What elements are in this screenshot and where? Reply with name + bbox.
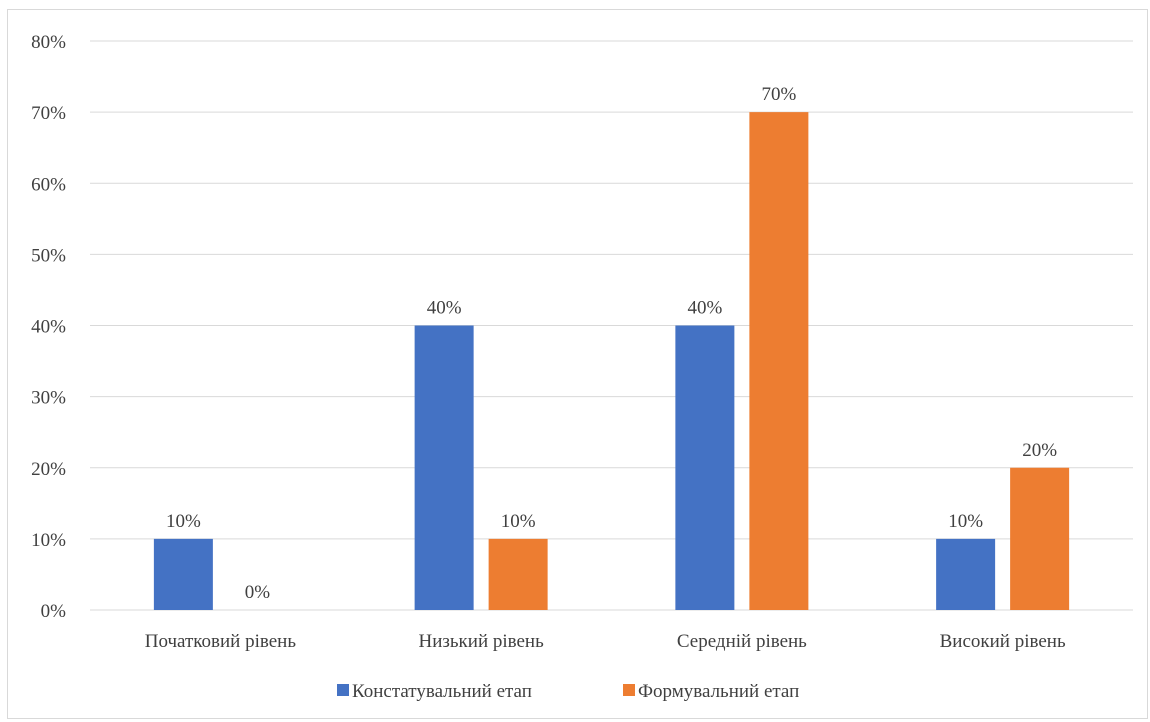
x-category-label: Низький рівень	[418, 631, 544, 652]
bar	[1010, 467, 1070, 610]
data-label: 70%	[761, 84, 796, 105]
data-label: 20%	[1022, 440, 1057, 461]
y-tick-label: 70%	[31, 103, 66, 124]
y-tick-label: 80%	[31, 32, 66, 53]
data-label: 10%	[948, 511, 983, 532]
legend-label: Формувальний етап	[638, 681, 799, 702]
bar	[749, 112, 809, 610]
y-tick-label: 20%	[31, 459, 66, 480]
data-label: 0%	[245, 582, 271, 603]
bar	[488, 538, 548, 610]
data-labels: 10% 0% 40% 10% 40% 70% 10% 20%	[166, 84, 1057, 603]
data-label: 10%	[501, 511, 536, 532]
x-axis-category-labels: Початковий рівень Низький рівень Середній …	[145, 631, 1066, 652]
x-category-label: Початковий рівень	[145, 631, 297, 652]
x-category-label: Високий рівень	[940, 631, 1066, 652]
legend: Констатувальний етап Формувальний етап	[337, 681, 799, 702]
y-tick-label: 30%	[31, 388, 66, 409]
legend-swatch	[623, 684, 635, 696]
bar	[414, 325, 474, 610]
legend-swatch	[337, 684, 349, 696]
y-tick-label: 0%	[41, 601, 67, 622]
y-tick-label: 40%	[31, 317, 66, 338]
data-label: 10%	[166, 511, 201, 532]
data-label: 40%	[687, 298, 722, 319]
bars	[153, 112, 1070, 610]
data-label: 40%	[427, 298, 462, 319]
y-tick-label: 50%	[31, 245, 66, 266]
bar	[936, 538, 996, 610]
bar	[153, 538, 213, 610]
bar	[675, 325, 735, 610]
legend-label: Констатувальний етап	[352, 681, 532, 702]
x-category-label: Середній рівень	[677, 631, 807, 652]
y-tick-label: 60%	[31, 174, 66, 195]
y-axis-tick-labels: 0% 10% 20% 30% 40% 50% 60% 70% 80%	[31, 32, 66, 622]
y-tick-label: 10%	[31, 530, 66, 551]
